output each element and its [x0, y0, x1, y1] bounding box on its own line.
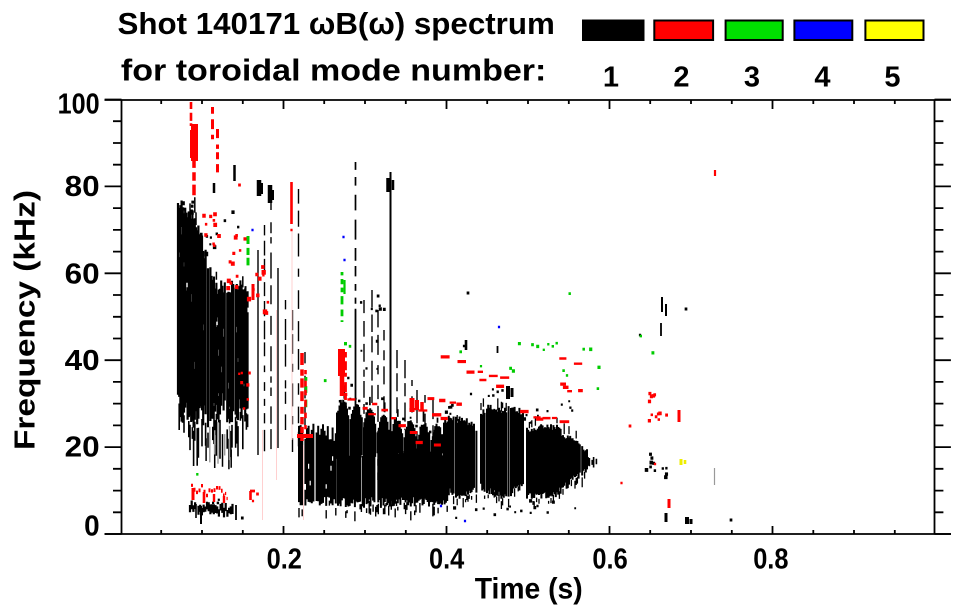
svg-text:0.8: 0.8 [753, 543, 788, 575]
svg-text:0.2: 0.2 [267, 543, 302, 575]
svg-text:3: 3 [744, 61, 760, 93]
svg-text:Time (s): Time (s) [475, 573, 583, 606]
svg-text:4: 4 [814, 61, 830, 93]
svg-text:0.6: 0.6 [592, 543, 627, 575]
svg-text:100: 100 [58, 89, 100, 121]
svg-text:0: 0 [84, 510, 100, 542]
svg-text:Frequency (kHz): Frequency (kHz) [10, 190, 42, 450]
svg-text:5: 5 [884, 61, 900, 93]
svg-text:40: 40 [65, 345, 100, 377]
svg-text:20: 20 [65, 432, 100, 464]
svg-text:60: 60 [65, 259, 100, 291]
svg-text:1: 1 [603, 61, 619, 93]
svg-text:Shot 140171 ωB(ω) spectrum: Shot 140171 ωB(ω) spectrum [118, 6, 555, 41]
svg-text:0.4: 0.4 [429, 543, 464, 575]
svg-text:80: 80 [65, 171, 100, 203]
svg-text:2: 2 [673, 61, 689, 93]
svg-text:for toroidal mode number:: for toroidal mode number: [121, 52, 547, 87]
